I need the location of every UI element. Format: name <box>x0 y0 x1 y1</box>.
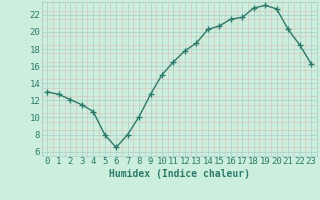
X-axis label: Humidex (Indice chaleur): Humidex (Indice chaleur) <box>109 169 250 179</box>
